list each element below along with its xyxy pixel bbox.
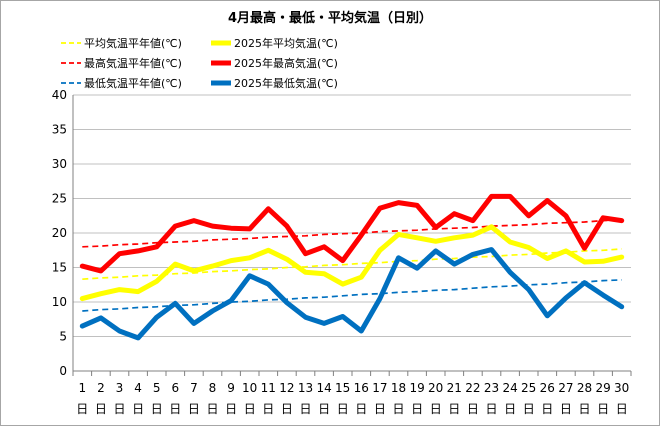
legend-label: 2025年最高気温(℃) <box>234 56 338 70</box>
x-tick-label: 4 <box>134 381 142 395</box>
x-tick-label: 24 <box>502 381 517 395</box>
x-tick-label: 15 <box>335 381 350 395</box>
x-tick-unit-label: 日 <box>337 402 349 416</box>
x-tick-label: 13 <box>298 381 313 395</box>
x-tick-label: 22 <box>465 381 480 395</box>
y-tick-label: 30 <box>52 157 67 171</box>
x-tick-label: 14 <box>316 381 331 395</box>
series-line-3 <box>82 219 622 248</box>
x-tick-label: 20 <box>428 381 443 395</box>
x-tick-unit-label: 日 <box>392 402 404 416</box>
x-tick-unit-label: 日 <box>374 402 386 416</box>
x-tick-label: 17 <box>372 381 387 395</box>
x-tick-label: 25 <box>521 381 536 395</box>
x-tick-unit-label: 日 <box>616 402 628 416</box>
y-tick-label: 20 <box>52 226 67 240</box>
legend: 平均気温平年値(℃) 2025年平均気温(℃) 最高気温平年値(℃) 2025年最高気… <box>61 36 338 90</box>
x-tick-unit-label: 日 <box>597 402 609 416</box>
x-tick-unit-label: 日 <box>188 402 200 416</box>
y-tick-label: 0 <box>59 364 67 378</box>
legend-label: 最高気温平年値(℃) <box>84 56 182 70</box>
x-tick-label: 3 <box>116 381 124 395</box>
x-tick-label: 12 <box>279 381 294 395</box>
x-tick-label: 7 <box>190 381 198 395</box>
x-tick-unit-label: 日 <box>318 402 330 416</box>
x-tick-unit-label: 日 <box>467 402 479 416</box>
legend-label: 平均気温平年値(℃) <box>84 36 182 50</box>
x-tick-label: 11 <box>261 381 276 395</box>
series-line-1 <box>82 248 622 281</box>
x-tick-label: 10 <box>242 381 257 395</box>
series-group <box>79 193 625 341</box>
legend-label: 2025年平均気温(℃) <box>234 36 338 50</box>
x-tick-unit-label: 日 <box>95 402 107 416</box>
series-line-6 <box>79 247 625 341</box>
x-tick-unit-label: 日 <box>448 402 460 416</box>
x-tick-label: 5 <box>153 381 161 395</box>
x-tick-label: 19 <box>409 381 424 395</box>
x-tick-label: 9 <box>227 381 235 395</box>
x-tick-unit-label: 日 <box>485 402 497 416</box>
chart-title: 4月最高・最低・平均気温（日別） <box>228 10 432 26</box>
y-tick-label: 5 <box>59 330 67 344</box>
x-tick-label: 26 <box>540 381 555 395</box>
x-tick-unit-label: 日 <box>355 402 367 416</box>
x-tick-unit-label: 日 <box>560 402 572 416</box>
y-tick-label: 15 <box>52 261 67 275</box>
x-tick-unit-label: 日 <box>244 402 256 416</box>
y-tick-label: 25 <box>52 192 67 206</box>
x-tick-label: 6 <box>171 381 179 395</box>
x-tick-unit-label: 日 <box>262 402 274 416</box>
x-tick-unit-label: 日 <box>504 402 516 416</box>
x-tick-label: 18 <box>391 381 406 395</box>
x-tick-label: 8 <box>209 381 217 395</box>
x-tick-label: 1 <box>78 381 86 395</box>
x-tick-label: 16 <box>354 381 369 395</box>
x-tick-unit-label: 日 <box>523 402 535 416</box>
x-tick-unit-label: 日 <box>430 402 442 416</box>
x-tick-unit-label: 日 <box>76 402 88 416</box>
x-tick-unit-label: 日 <box>541 402 553 416</box>
x-tick-unit-label: 日 <box>206 402 218 416</box>
x-axis: 1日2日3日4日5日6日7日8日9日10日11日12日13日14日15日16日1… <box>72 371 632 416</box>
x-tick-unit-label: 日 <box>151 402 163 416</box>
legend-label: 最低気温平年値(℃) <box>84 76 182 90</box>
x-tick-label: 23 <box>484 381 499 395</box>
legend-label: 2025年最低気温(℃) <box>234 76 338 90</box>
x-tick-label: 30 <box>614 381 629 395</box>
x-tick-label: 27 <box>558 381 573 395</box>
x-tick-unit-label: 日 <box>132 402 144 416</box>
series-line-2 <box>79 224 625 302</box>
y-tick-label: 40 <box>52 88 67 102</box>
x-tick-label: 29 <box>595 381 610 395</box>
series-line-4 <box>79 193 625 274</box>
x-tick-label: 28 <box>577 381 592 395</box>
x-tick-unit-label: 日 <box>281 402 293 416</box>
x-tick-unit-label: 日 <box>299 402 311 416</box>
y-tick-label: 35 <box>52 123 67 137</box>
x-tick-unit-label: 日 <box>169 402 181 416</box>
x-tick-unit-label: 日 <box>113 402 125 416</box>
x-tick-unit-label: 日 <box>578 402 590 416</box>
x-tick-unit-label: 日 <box>411 402 423 416</box>
x-tick-label: 21 <box>447 381 462 395</box>
y-tick-label: 10 <box>52 295 67 309</box>
x-tick-unit-label: 日 <box>225 402 237 416</box>
y-axis: 0 5 10 15 20 25 30 35 40 <box>52 88 74 378</box>
x-tick-label: 2 <box>97 381 105 395</box>
